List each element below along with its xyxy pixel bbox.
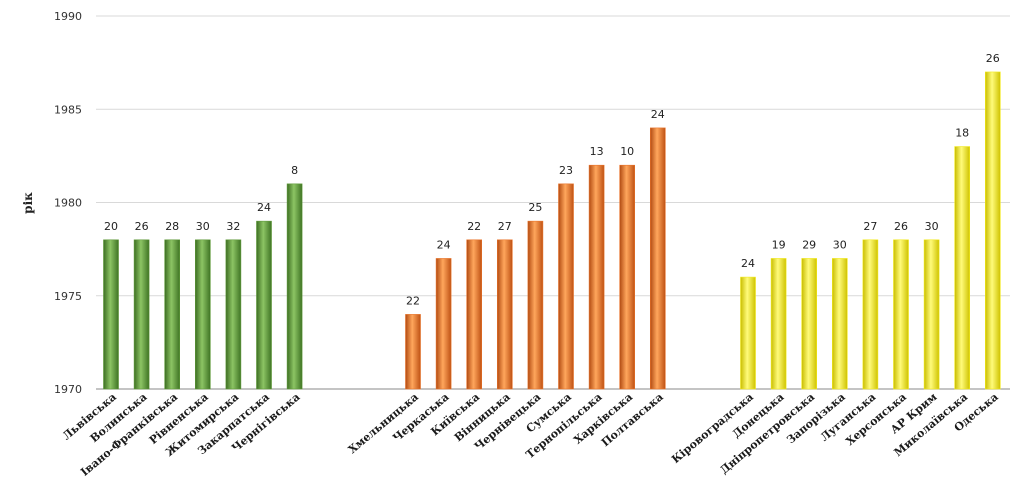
y-tick-label: 1990 <box>54 10 82 23</box>
data-label: 26 <box>894 220 908 233</box>
bar <box>801 258 818 390</box>
bar <box>893 239 909 390</box>
y-axis-label: рік <box>21 192 35 214</box>
data-label: 18 <box>955 127 969 140</box>
bar <box>103 239 119 390</box>
bar <box>256 220 272 390</box>
data-label: 29 <box>802 238 816 251</box>
bar <box>496 239 513 390</box>
bar <box>405 314 421 390</box>
data-label: 10 <box>620 145 634 158</box>
data-label: 26 <box>135 220 149 233</box>
data-label: 20 <box>104 220 118 233</box>
data-label: 30 <box>196 220 210 233</box>
bar <box>862 239 879 390</box>
data-label: 19 <box>772 238 786 251</box>
bar <box>649 127 666 390</box>
data-label: 27 <box>863 220 877 233</box>
data-label: 32 <box>226 220 240 233</box>
y-tick-label: 1980 <box>54 197 82 210</box>
data-label: 13 <box>590 145 604 158</box>
bar <box>225 239 242 390</box>
data-label: 24 <box>257 201 271 214</box>
data-label: 22 <box>467 220 481 233</box>
data-label: 30 <box>925 220 939 233</box>
bar <box>466 239 483 390</box>
data-label: 24 <box>741 257 755 270</box>
data-label: 30 <box>833 238 847 251</box>
bar <box>984 71 1001 390</box>
data-label: 27 <box>498 220 512 233</box>
data-label: 23 <box>559 164 573 177</box>
bar <box>164 239 180 390</box>
bar <box>435 258 452 390</box>
bar <box>770 258 787 390</box>
bar <box>923 239 940 390</box>
bar <box>558 183 574 390</box>
y-tick-label: 1985 <box>54 103 82 116</box>
bar <box>619 164 636 390</box>
data-label: 25 <box>528 201 542 214</box>
data-label: 28 <box>165 220 179 233</box>
bar <box>133 239 150 390</box>
bar <box>954 146 971 390</box>
bar <box>588 164 605 390</box>
bar <box>527 220 544 390</box>
bar <box>831 258 848 390</box>
bar <box>740 276 756 390</box>
data-label: 24 <box>437 238 451 251</box>
y-tick-label: 1970 <box>54 383 82 396</box>
y-tick-label: 1975 <box>54 290 82 303</box>
data-label: 24 <box>651 108 665 121</box>
bar <box>286 183 303 390</box>
data-label: 22 <box>406 294 420 307</box>
data-label: 26 <box>986 52 1000 65</box>
bar <box>195 239 211 390</box>
data-label: 8 <box>291 164 298 177</box>
